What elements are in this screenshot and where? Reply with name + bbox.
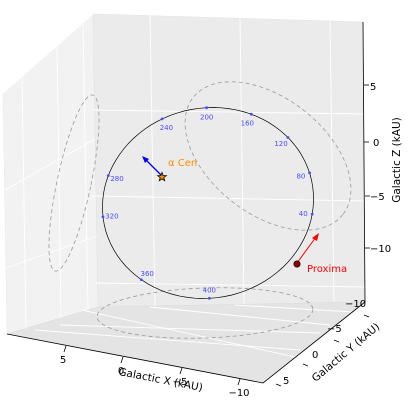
y-tick-label: 0 [312,350,318,361]
orbit-time-marker [249,112,253,116]
orbit-time-marker [106,174,110,178]
z-tick-label: −10 [370,244,391,255]
grid-line [92,109,365,115]
axis-tick-marks [63,84,370,387]
orbit-time-label: 280 [110,175,123,183]
projection-floor [96,287,314,339]
tick-mark [302,363,309,367]
proxima-label: Proxima [307,264,347,275]
orbit-time-marker [139,278,143,281]
x-axis-label: Galactic X (kAU) [117,366,203,394]
orbit-time-marker [160,117,164,121]
x-tick-label: −5 [173,377,188,388]
orbit-time-label: 80 [296,173,305,181]
grid-line [4,138,96,191]
orbit-time-marker [286,136,290,139]
y-tick-label: −10 [345,299,366,310]
z-tick-label: 5 [370,82,376,93]
grid-line [149,306,331,326]
grid-line [34,329,301,351]
tick-mark [237,378,241,386]
orbit-time-label: 320 [105,213,118,221]
tick-mark [63,345,67,353]
grid-line [2,13,94,94]
grid-line [5,235,98,269]
y-tick-label: −5 [327,324,342,335]
y-axis-line [262,301,366,384]
orbit-time-marker [208,296,211,300]
alpha-cen-velocity-arrowhead [142,156,149,163]
grid-line [94,282,366,288]
y-tick-label: 5 [283,376,289,387]
grid-line [56,46,62,319]
grid-line [234,304,354,313]
projection-back-wall [184,81,352,231]
grid-line [81,309,296,358]
proxima-marker [293,260,301,268]
orbit-time-labels: 40 80 120 160 200 240 280 320 360 400 [101,106,314,300]
z-axis-line [362,21,366,303]
proxima-velocity-arrowhead [312,233,319,241]
tick-mark [179,367,183,375]
grid-line [21,76,27,330]
orbit-time-label: 120 [274,140,287,148]
orbit-time-label: 240 [160,124,173,132]
x-tick-label: 5 [60,355,66,366]
orbit-time-label: 400 [203,286,216,294]
tick-mark [333,339,340,343]
orbit-time-marker [101,215,105,219]
tick-mark [275,383,282,387]
grid-line [329,20,335,303]
y-tick-labels: −10 −5 0 5 [283,299,366,387]
grid-line [239,17,245,305]
x-tick-label: 0 [118,366,124,377]
x-axis-line [6,333,264,384]
orbit-time-marker [205,106,209,110]
x-tick-label: −10 [228,388,249,399]
orbit-time-marker [310,212,314,216]
grid-line [149,14,156,307]
grid-lines [2,13,366,358]
z-tick-label: −5 [370,192,385,203]
orbit-time-label: 40 [299,210,308,218]
z-axis-label: Galactic Z (kAU) [391,117,403,203]
alpha-cen-star-marker [156,171,168,182]
projection-left-wall [48,94,100,272]
tick-mark [120,356,124,364]
orbit-time-marker [308,171,311,175]
orbit-time-label: 160 [241,119,254,127]
alpha-cen-label: α Cen [168,158,197,169]
grid-line [82,23,89,311]
z-tick-label: 0 [373,138,379,149]
orbit-path [102,107,314,299]
tick-mark [363,314,370,318]
grid-line [59,324,321,334]
x-tick-labels: 5 0 −5 −10 [60,355,250,399]
z-tick-labels: 5 0 −5 −10 [370,82,391,255]
proxima-velocity-arrow [296,236,317,264]
orbit-time-label: 200 [200,114,213,122]
orbit-time-label: 360 [141,270,154,278]
